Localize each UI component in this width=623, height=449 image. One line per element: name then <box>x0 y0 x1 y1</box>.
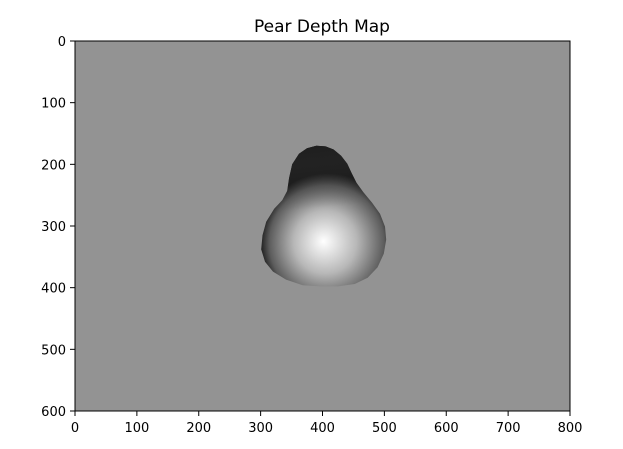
y-tick-label: 300 <box>41 220 66 235</box>
y-tick-label: 600 <box>41 405 66 420</box>
y-tick-label: 400 <box>41 282 66 297</box>
pear-object <box>261 145 387 287</box>
x-tick-label: 500 <box>372 421 397 436</box>
x-axis: 0 100 200 300 400 500 600 700 800 <box>71 411 583 436</box>
x-tick-label: 300 <box>248 421 273 436</box>
chart-title: Pear Depth Map <box>254 17 390 37</box>
x-tick-label: 100 <box>124 421 149 436</box>
y-tick-label: 0 <box>58 35 66 50</box>
y-tick-label: 100 <box>41 97 66 112</box>
x-tick-label: 400 <box>310 421 335 436</box>
x-tick-label: 800 <box>558 421 583 436</box>
pear-top-shading <box>261 145 387 287</box>
x-tick-label: 200 <box>186 421 211 436</box>
y-tick-label: 200 <box>41 158 66 173</box>
x-tick-label: 700 <box>496 421 521 436</box>
y-axis: 0 100 200 300 400 500 600 <box>41 35 75 420</box>
x-tick-label: 0 <box>71 421 79 436</box>
y-tick-label: 500 <box>41 343 66 358</box>
x-tick-label: 600 <box>434 421 459 436</box>
